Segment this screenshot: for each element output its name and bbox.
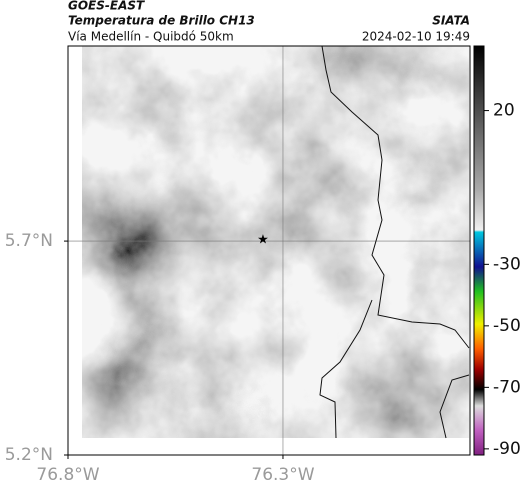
- route: Vía Medellín - Quibdó 50km: [68, 30, 234, 44]
- y-tick-label: 5.7°N: [5, 231, 53, 251]
- subtitle: Temperatura de Brillo CH13: [68, 14, 255, 28]
- location-marker: ★: [257, 233, 269, 248]
- border: [319, 299, 373, 439]
- colorbar-tick-label: 20: [493, 101, 515, 121]
- timestamp: 2024-02-10 19:49: [362, 30, 470, 44]
- colorbar-tick-label: -50: [493, 316, 521, 336]
- colorbar-tick-label: -90: [493, 439, 521, 459]
- colorbar: [473, 45, 485, 456]
- x-tick-label: 76.3°W: [251, 465, 314, 485]
- colorbar-tick-label: -30: [493, 254, 521, 274]
- source: SIATA: [432, 14, 470, 28]
- map-frame: [67, 45, 471, 456]
- x-tick-label: 76.8°W: [36, 465, 99, 485]
- title: GOES-EAST: [68, 0, 145, 13]
- colorbar-tick-label: -70: [493, 377, 521, 397]
- border: [439, 374, 470, 439]
- y-tick-label: 5.2°N: [5, 445, 53, 465]
- satellite-texture: [82, 46, 469, 438]
- border: [321, 45, 470, 349]
